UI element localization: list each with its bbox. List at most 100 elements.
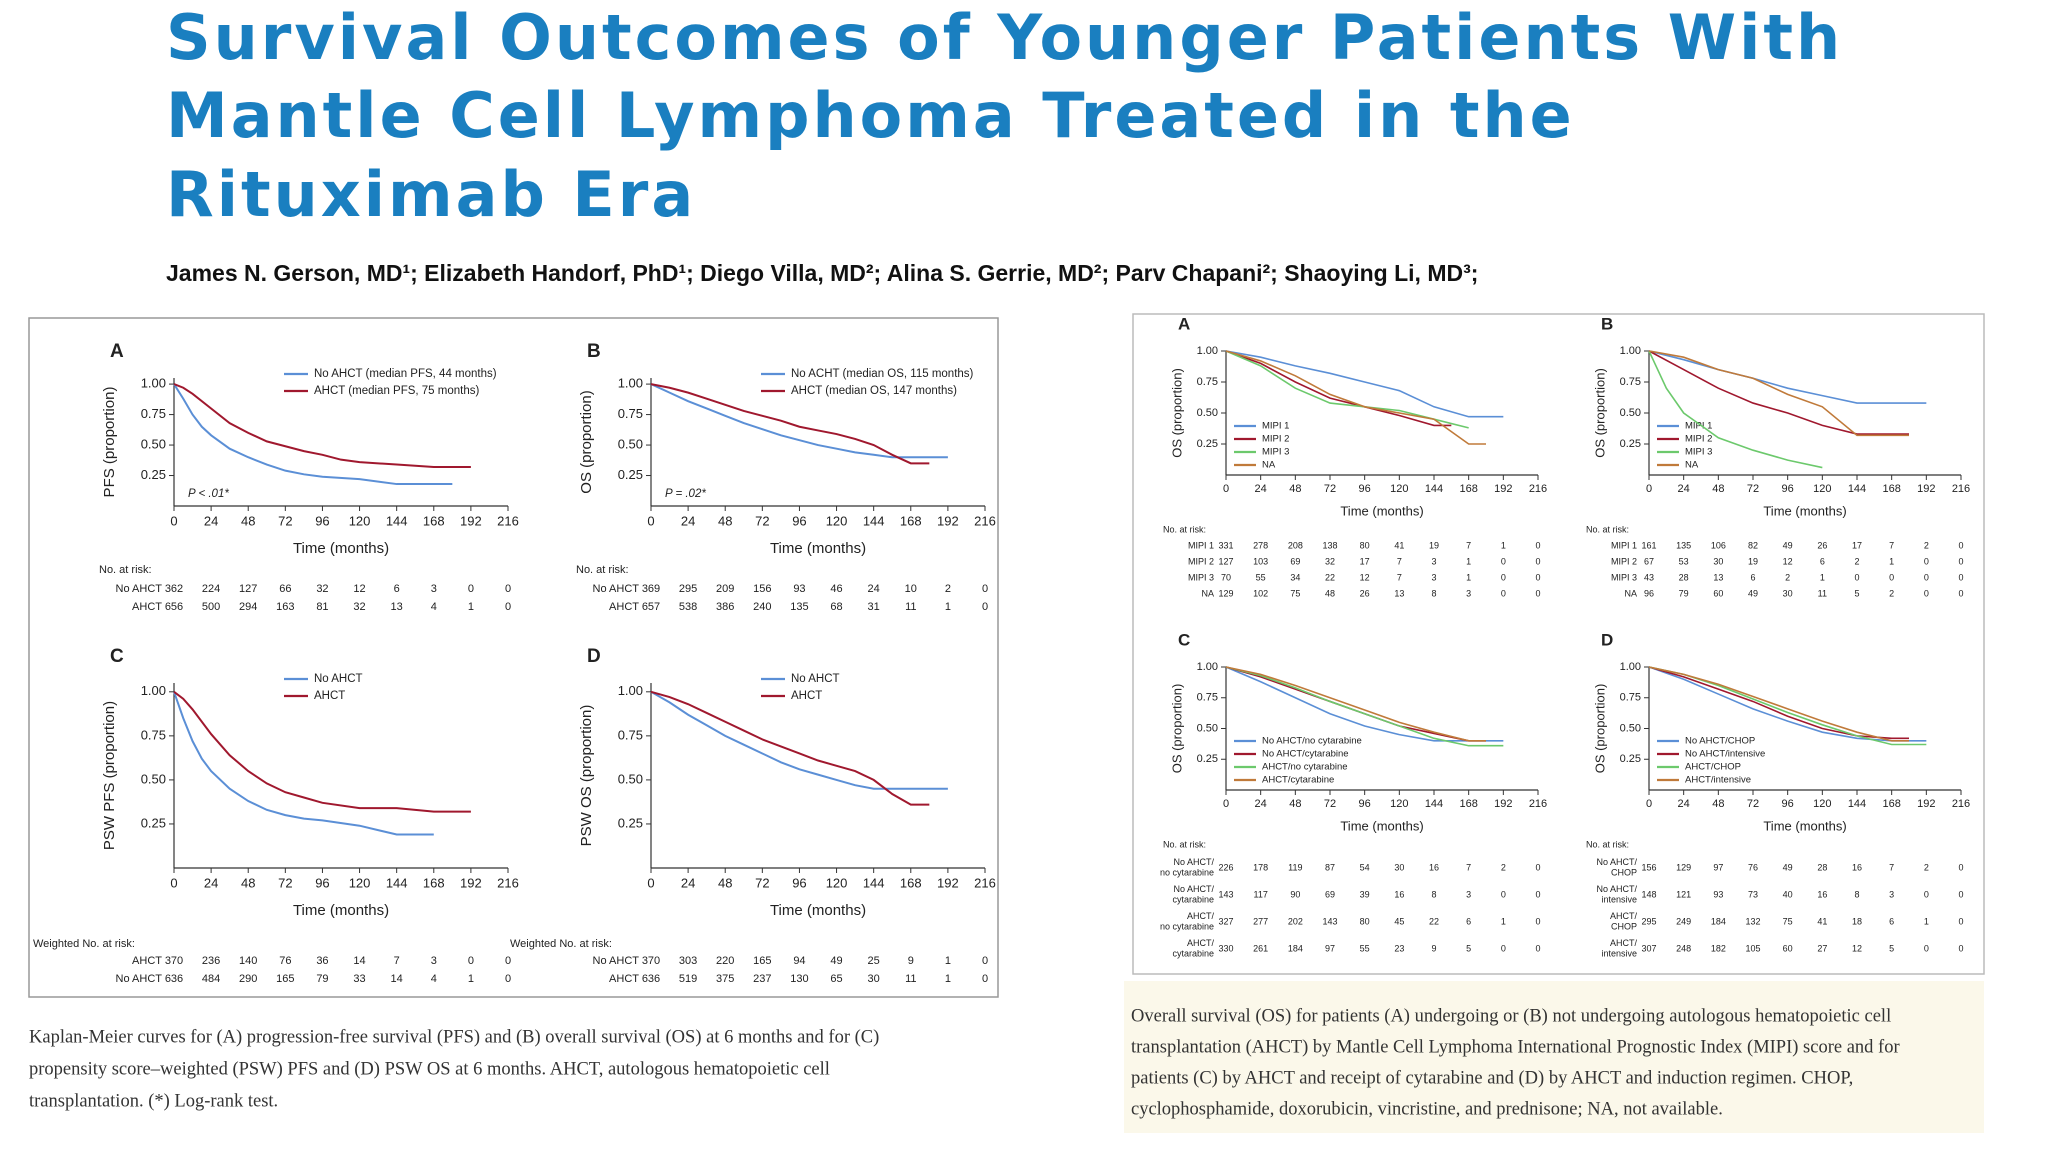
risk-count: 0 (468, 955, 474, 967)
risk-row-label: AHCT/ (1610, 938, 1637, 948)
y-tick-label: 0.75 (1620, 692, 1641, 704)
risk-count: 0 (982, 973, 988, 985)
x-tick-label: 144 (386, 875, 408, 890)
x-tick-label: 72 (755, 875, 769, 890)
panel-letter: D (587, 646, 601, 667)
risk-count: 294 (239, 601, 257, 613)
risk-count: 236 (202, 955, 220, 967)
survival-curve (173, 691, 434, 836)
risk-row-label: AHCT (132, 955, 162, 967)
panel-letter: B (587, 341, 601, 362)
risk-count: 2 (1924, 540, 1929, 550)
risk-row-label: AHCT/ (1187, 911, 1214, 921)
panel-letter: B (1601, 314, 1613, 333)
survival-curve (1648, 350, 1909, 435)
risk-count: 130 (790, 973, 808, 985)
y-tick-label: 1.00 (618, 376, 643, 391)
risk-count: 97 (1713, 862, 1723, 872)
survival-curve (1648, 666, 1909, 742)
y-tick-label: 0.25 (1620, 753, 1641, 765)
y-tick-label: 1.00 (1620, 345, 1641, 357)
x-tick-label: 216 (1952, 483, 1970, 495)
x-tick-label: 216 (1952, 798, 1970, 810)
x-tick-label: 72 (1747, 798, 1759, 810)
risk-count: 0 (1924, 889, 1929, 899)
risk-count: 17 (1852, 540, 1862, 550)
risk-count: 0 (1958, 588, 1963, 598)
risk-count: 60 (1713, 588, 1723, 598)
risk-count: 41 (1394, 540, 1404, 550)
risk-count: 127 (239, 583, 257, 595)
risk-count: 295 (679, 583, 697, 595)
x-tick-label: 48 (1289, 483, 1301, 495)
risk-count: 53 (1679, 556, 1689, 566)
risk-count: 30 (868, 973, 880, 985)
y-tick-label: 0.75 (1197, 692, 1218, 704)
x-tick-label: 0 (170, 875, 177, 890)
figures: 0 24 48 72 96 120 144 168 192 2160.250.500.751.00… (29, 314, 1970, 1119)
risk-count: 178 (1253, 862, 1268, 872)
y-tick-label: 0.50 (1197, 407, 1218, 419)
risk-count: 237 (753, 973, 771, 985)
risk-row-label: No AHCT (116, 973, 163, 985)
risk-count: 49 (830, 955, 842, 967)
risk-row-label: No AHCT/ (1596, 884, 1637, 894)
risk-count: 1 (945, 955, 951, 967)
x-tick-label: 0 (170, 513, 177, 528)
legend-label: MIPI 3 (1262, 447, 1289, 458)
y-tick-label: 0.25 (141, 815, 166, 830)
risk-count: 55 (1360, 943, 1370, 953)
x-tick-label: 168 (900, 513, 922, 528)
risk-row-label: cytarabine (1172, 949, 1214, 959)
risk-count: 129 (1676, 862, 1691, 872)
y-tick-label: 0.75 (1197, 376, 1218, 388)
x-tick-label: 168 (423, 513, 445, 528)
risk-count: 3 (431, 955, 437, 967)
x-tick-label: 192 (460, 875, 482, 890)
risk-row-label: CHOP (1611, 922, 1637, 932)
risk-count: 0 (1958, 943, 1963, 953)
risk-count: 5 (1854, 588, 1859, 598)
y-tick-label: 1.00 (141, 683, 166, 698)
risk-count: 303 (679, 955, 697, 967)
y-tick-label: 1.00 (141, 376, 166, 391)
risk-count: 0 (1501, 572, 1506, 582)
risk-count: 7 (1466, 862, 1471, 872)
x-tick-label: 96 (1359, 483, 1371, 495)
x-axis-label: Time (months) (770, 540, 866, 557)
x-tick-label: 144 (1848, 483, 1866, 495)
x-tick-label: 72 (278, 513, 292, 528)
risk-count: 3 (1431, 572, 1436, 582)
x-axis-label: Time (months) (1763, 818, 1846, 833)
x-axis-label: Time (months) (293, 540, 389, 557)
x-tick-label: 24 (1678, 798, 1690, 810)
risk-count: 5 (1466, 943, 1471, 953)
x-tick-label: 120 (349, 875, 371, 890)
risk-count: 656 (165, 601, 183, 613)
panel-letter: A (110, 341, 124, 362)
risk-count: 165 (753, 955, 771, 967)
risk-count: 117 (1253, 889, 1267, 899)
risk-count: 0 (1535, 572, 1540, 582)
risk-title: No. at risk: (576, 564, 629, 576)
legend-label: AHCT/intensive (1685, 775, 1751, 786)
risk-count: 156 (1641, 862, 1656, 872)
x-tick-label: 192 (937, 513, 959, 528)
x-tick-label: 48 (241, 513, 255, 528)
caption-line: Overall survival (OS) for patients (A) u… (1131, 1006, 1891, 1026)
risk-count: 0 (1535, 556, 1540, 566)
risk-count: 331 (1218, 540, 1233, 550)
risk-count: 220 (716, 955, 734, 967)
risk-title: Weighted No. at risk: (33, 938, 135, 950)
risk-count: 249 (1676, 916, 1691, 926)
x-tick-label: 48 (241, 875, 255, 890)
x-tick-label: 216 (497, 513, 519, 528)
risk-count: 135 (1676, 540, 1691, 550)
risk-count: 31 (868, 601, 880, 613)
risk-count: 0 (982, 601, 988, 613)
risk-count: 93 (1713, 889, 1723, 899)
risk-row-label: No AHCT (593, 955, 640, 967)
risk-count: 1 (945, 973, 951, 985)
risk-count: 36 (316, 955, 328, 967)
